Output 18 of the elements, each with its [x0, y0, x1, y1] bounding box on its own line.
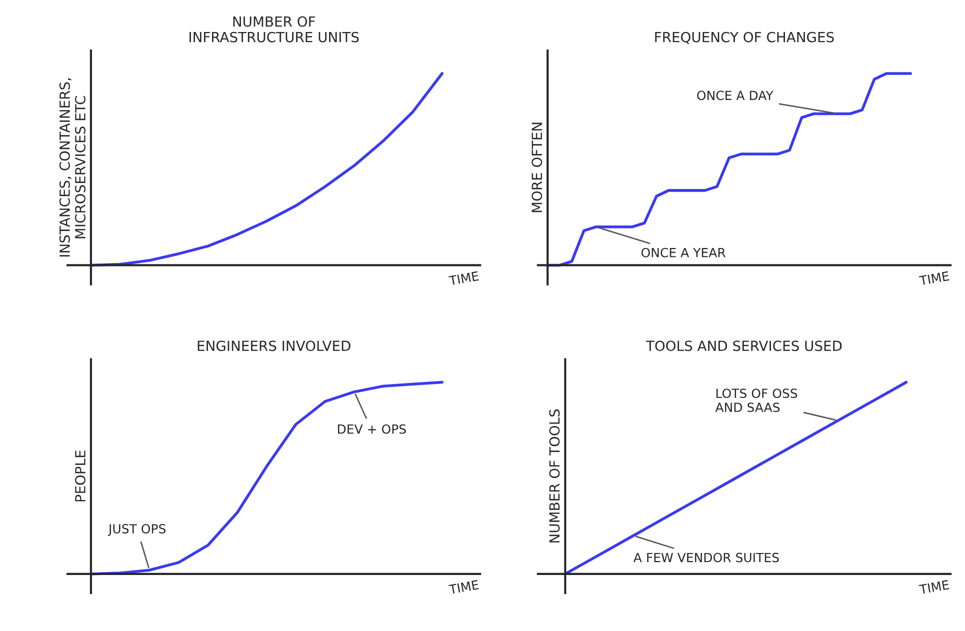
annotation: DEV + OPS [338, 424, 406, 434]
annotation: ONCE A YEAR [641, 248, 726, 258]
chart-title: FREQUENCY OF CHANGES [655, 32, 834, 44]
annotation: A FEW VENDOR SUITES [633, 552, 779, 562]
x-axis-title: TIME [448, 580, 479, 594]
chart-title: ENGINEERS INVOLVED [198, 340, 350, 352]
x-axis-title: TIME [448, 271, 479, 286]
x-axis-title: TIME [918, 580, 950, 594]
y-axis-title: INSTANCES, CONTAINERS, MICROSERVICES ETC [59, 78, 86, 256]
annotation: LOTS OF OSS AND SAAS [715, 388, 798, 412]
y-axis-title: NUMBER OF TOOLS [549, 409, 560, 542]
y-axis-title: PEOPLE [74, 450, 86, 502]
x-axis-title: TIME [918, 271, 950, 286]
chart-title: TOOLS AND SERVICES USED [646, 340, 842, 352]
y-axis-title: MORE OFTEN [532, 122, 542, 212]
annotation: ONCE A DAY [697, 90, 774, 100]
chart-title: NUMBER OF INFRASTRUCTURE UNITS [190, 16, 359, 42]
annotation: JUST OPS [108, 524, 166, 536]
